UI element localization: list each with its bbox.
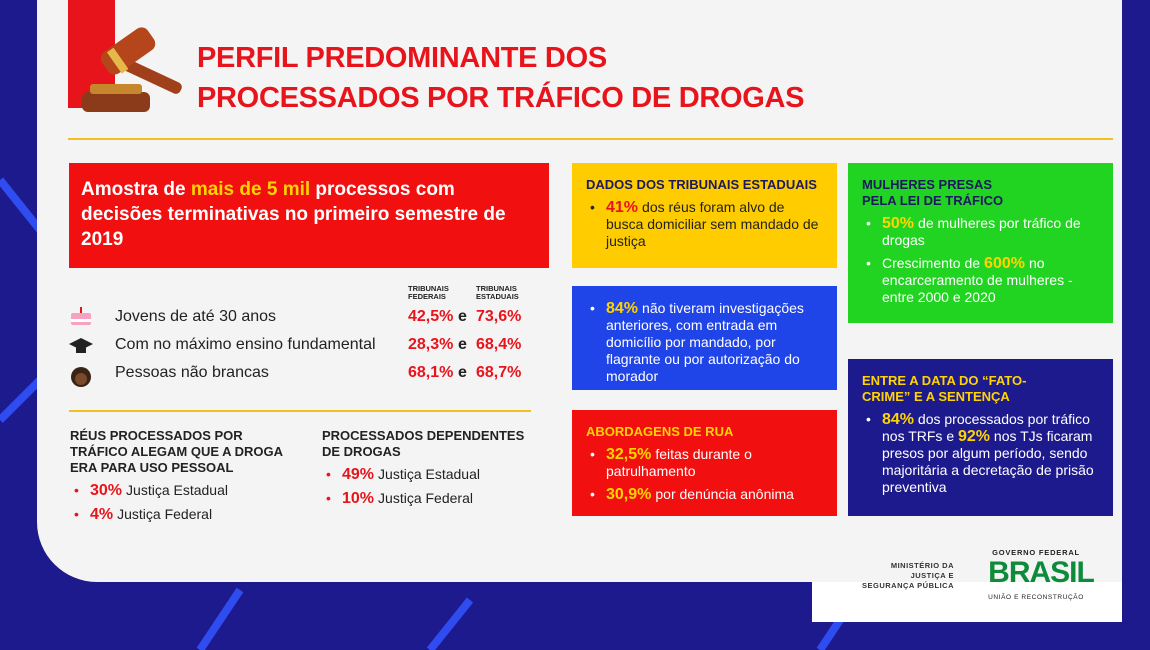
item-value: 41% xyxy=(606,199,639,216)
state-value: 68,7% xyxy=(476,364,522,381)
item-value: 92% xyxy=(958,428,991,445)
item-value: 49% xyxy=(342,466,375,483)
government: GOVERNO FEDERAL xyxy=(992,548,1080,557)
list-item: 50%de mulheres por tráfico de drogas xyxy=(862,215,1099,249)
connector: e xyxy=(458,336,467,353)
section-title: PROCESSADOS DEPENDENTES DE DROGAS xyxy=(322,428,525,459)
gavel-icon xyxy=(68,0,182,112)
title-line: PROCESSADOS POR TRÁFICO DE DROGAS xyxy=(197,82,805,114)
item-text: Crescimento de xyxy=(882,255,981,271)
box-title: DADOS DOS TRIBUNAIS ESTADUAIS xyxy=(586,177,817,192)
connector: e xyxy=(458,308,467,325)
state-value: 73,6% xyxy=(476,308,522,325)
column-header: TRIBUNAIS ESTADUAIS xyxy=(476,284,519,301)
item-text: Justiça Federal xyxy=(117,506,213,522)
state-value: 68,4% xyxy=(476,336,522,353)
item-value: 30,9% xyxy=(606,486,652,503)
item-value: 84% xyxy=(882,411,915,428)
federal-value: 28,3% xyxy=(408,336,454,353)
state-courts-box: DADOS DOS TRIBUNAIS ESTADUAIS 41%dos réu… xyxy=(572,163,837,268)
connector: e xyxy=(458,364,467,381)
item-value: 10% xyxy=(342,490,375,507)
list-item: 32,5%feitas durante o patrulhamento xyxy=(586,446,823,480)
item-text: Justiça Federal xyxy=(378,490,473,506)
list-item: 30%Justiça Estadual xyxy=(70,482,300,500)
row-label: Pessoas não brancas xyxy=(115,364,269,381)
investigations-box: 84%não tiveram investigações anteriores,… xyxy=(572,286,837,390)
row-icons xyxy=(69,307,93,387)
slogan: UNIÃO E RECONSTRUÇÃO xyxy=(988,594,1084,601)
personal-use: RÉUS PROCESSADOS POR TRÁFICO ALEGAM QUE … xyxy=(70,428,300,530)
item-value: 32,5% xyxy=(606,446,652,463)
divider xyxy=(69,410,531,412)
title-line: PERFIL PREDOMINANTE DOS xyxy=(197,42,607,74)
item-value: 30% xyxy=(90,482,123,499)
column-header: TRIBUNAIS FEDERAIS xyxy=(408,284,449,301)
item-text: no encarceramento de mulheres - entre 20… xyxy=(882,255,1073,305)
item-text: de mulheres por tráfico de drogas xyxy=(882,215,1081,248)
sample-text: processos com decisões terminativas no p… xyxy=(81,179,506,250)
profile-row: Pessoas não brancas 68,1% e 68,7% xyxy=(0,364,540,392)
ministry-line: JUSTIÇA E xyxy=(910,571,954,580)
list-item: 4%Justiça Federal xyxy=(70,506,300,524)
box-title: ABORDAGENS DE RUA xyxy=(586,424,734,439)
section-title: RÉUS PROCESSADOS POR TRÁFICO ALEGAM QUE … xyxy=(70,428,283,475)
federal-value: 42,5% xyxy=(408,308,454,325)
item-text: Justiça Estadual xyxy=(126,482,228,498)
ministry-line: MINISTÉRIO DA xyxy=(890,561,954,570)
item-text: por denúncia anônima xyxy=(655,486,794,502)
list-item: 49%Justiça Estadual xyxy=(322,466,532,484)
item-text: nos TJs ficaram presos por algum período… xyxy=(882,428,1094,495)
sentence-box: ENTRE A DATA DO “FATO-CRIME” E A SENTENÇ… xyxy=(848,359,1113,516)
divider xyxy=(68,138,1113,140)
list-item: 10%Justiça Federal xyxy=(322,490,532,508)
item-value: 84% xyxy=(606,300,639,317)
item-value: 50% xyxy=(882,215,915,232)
profile-row: Jovens de até 30 anos 42,5% e 73,6% xyxy=(0,308,540,336)
federal-value: 68,1% xyxy=(408,364,454,381)
sample-text: Amostra de xyxy=(81,179,191,200)
box-title: ENTRE A DATA DO “FATO-CRIME” E A SENTENÇ… xyxy=(862,373,1027,404)
item-text: Justiça Estadual xyxy=(378,466,480,482)
list-item: 30,9%por denúncia anônima xyxy=(586,486,823,503)
ministry-line: SEGURANÇA PÚBLICA xyxy=(862,581,954,590)
street-box: ABORDAGENS DE RUA 32,5%feitas durante o … xyxy=(572,410,837,516)
item-value: 4% xyxy=(90,506,114,523)
item-text: dos processados por tráfico nos TRFs e xyxy=(882,411,1090,444)
box-title: MULHERES PRESAS PELA LEI DE TRÁFICO xyxy=(862,177,1004,208)
item-text: dos réus foram alvo de busca domiciliar … xyxy=(606,199,819,249)
item-text: feitas durante o patrulhamento xyxy=(606,446,752,479)
list-item: 84%não tiveram investigações anteriores,… xyxy=(586,300,823,385)
dependents: PROCESSADOS DEPENDENTES DE DROGAS 49%Jus… xyxy=(322,428,532,514)
brand: BRASIL xyxy=(988,556,1095,589)
row-label: Com no máximo ensino fundamental xyxy=(115,336,376,353)
sample-highlight: mais de 5 mil xyxy=(190,179,311,200)
women-box: MULHERES PRESAS PELA LEI DE TRÁFICO 50%d… xyxy=(848,163,1113,323)
profile-row: Com no máximo ensino fundamental 28,3% e… xyxy=(0,336,540,364)
sample-box: Amostra de mais de 5 mil processos com d… xyxy=(69,163,549,268)
list-item: 41%dos réus foram alvo de busca domicili… xyxy=(586,199,823,250)
ministry: MINISTÉRIO DA JUSTIÇA E SEGURANÇA PÚBLIC… xyxy=(850,561,954,591)
list-item: 84% dos processados por tráfico nos TRFs… xyxy=(862,411,1099,496)
item-text: não tiveram investigações anteriores, co… xyxy=(606,300,804,384)
row-label: Jovens de até 30 anos xyxy=(115,308,277,325)
item-value: 600% xyxy=(984,255,1025,272)
